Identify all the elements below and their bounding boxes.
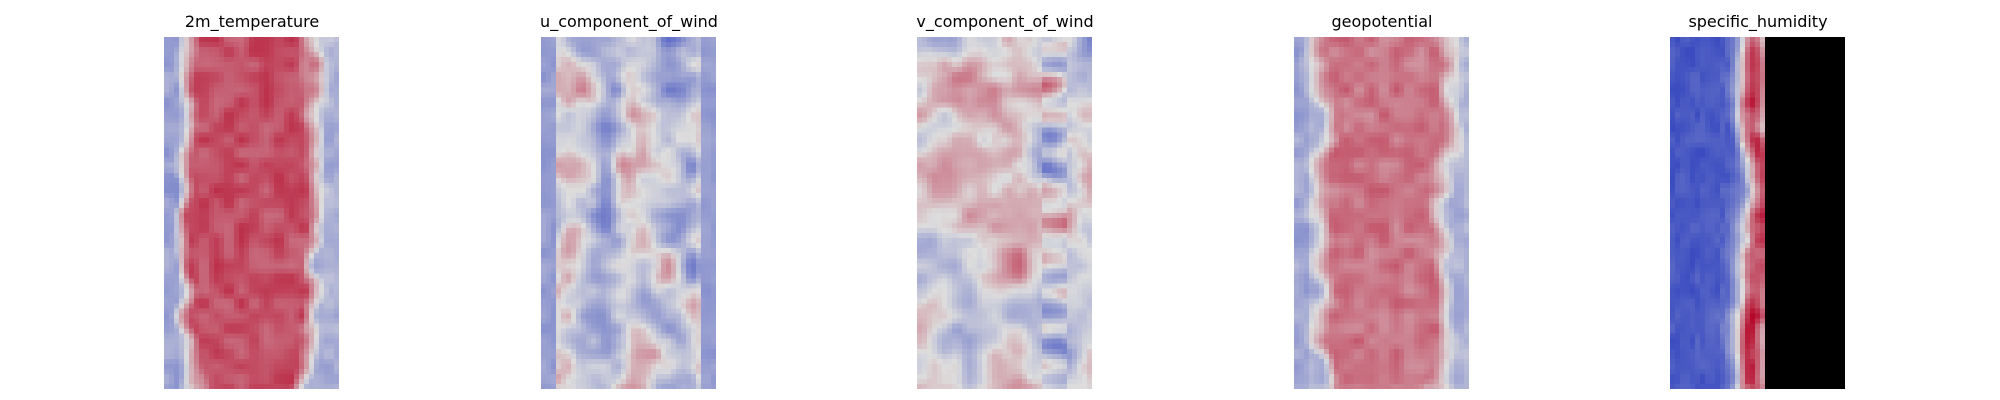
heatmap-canvas (1670, 37, 1845, 389)
panel-title: v_component_of_wind (916, 12, 1094, 31)
heatmap-panel-geopotential: geopotential (1232, 0, 1532, 400)
panel-title: u_component_of_wind (540, 12, 718, 31)
heatmap-panel-specific-humidity: specific_humidity (1608, 0, 1908, 400)
heatmap-panel-v-component-of-wind: v_component_of_wind (855, 0, 1155, 400)
panel-title: 2m_temperature (184, 12, 320, 31)
heatmap-canvas (541, 37, 716, 389)
heatmap-canvas (917, 37, 1092, 389)
heatmap-panel-u-component-of-wind: u_component_of_wind (479, 0, 779, 400)
heatmap-canvas (164, 37, 339, 389)
panel-title: specific_humidity (1688, 12, 1828, 31)
heatmap-panel-2m-temperature: 2m_temperature (102, 0, 402, 400)
heatmap-canvas (1294, 37, 1469, 389)
panel-title: geopotential (1331, 12, 1433, 31)
